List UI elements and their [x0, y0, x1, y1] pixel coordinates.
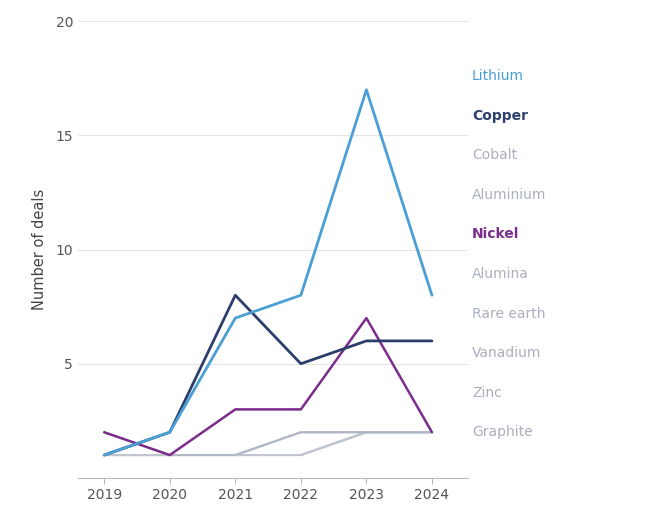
Text: Copper: Copper	[472, 109, 528, 123]
Text: Cobalt: Cobalt	[472, 148, 517, 162]
Text: Zinc: Zinc	[472, 386, 502, 400]
Text: Rare earth: Rare earth	[472, 306, 545, 321]
Text: Aluminium: Aluminium	[472, 188, 546, 202]
Text: Vanadium: Vanadium	[472, 346, 541, 360]
Text: Lithium: Lithium	[472, 69, 524, 83]
Text: Graphite: Graphite	[472, 425, 532, 439]
Y-axis label: Number of deals: Number of deals	[32, 189, 47, 310]
Text: Nickel: Nickel	[472, 227, 519, 242]
Text: Alumina: Alumina	[472, 267, 529, 281]
